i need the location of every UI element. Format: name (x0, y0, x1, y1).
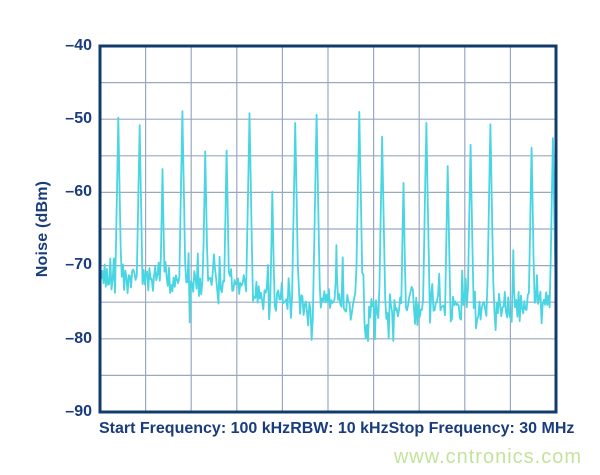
y-tick-label: –50 (65, 110, 92, 127)
start-frequency-label: Start Frequency: 100 kHz (99, 420, 291, 437)
x-axis-caption: Start Frequency: 100 kHz RBW: 10 kHz Sto… (99, 420, 574, 438)
rbw-label: RBW: 10 kHz (290, 420, 389, 437)
y-axis-title: Noise (dBm) (34, 180, 51, 278)
y-tick-label: –40 (65, 37, 92, 54)
stop-frequency-label: Stop Frequency: 30 MHz (388, 420, 575, 437)
y-tick-label: –70 (65, 256, 92, 273)
y-tick-label: –80 (65, 330, 92, 347)
y-tick-label: –60 (65, 183, 92, 200)
watermark: www.cntronics.com (393, 446, 582, 468)
y-tick-label: –90 (65, 403, 92, 420)
